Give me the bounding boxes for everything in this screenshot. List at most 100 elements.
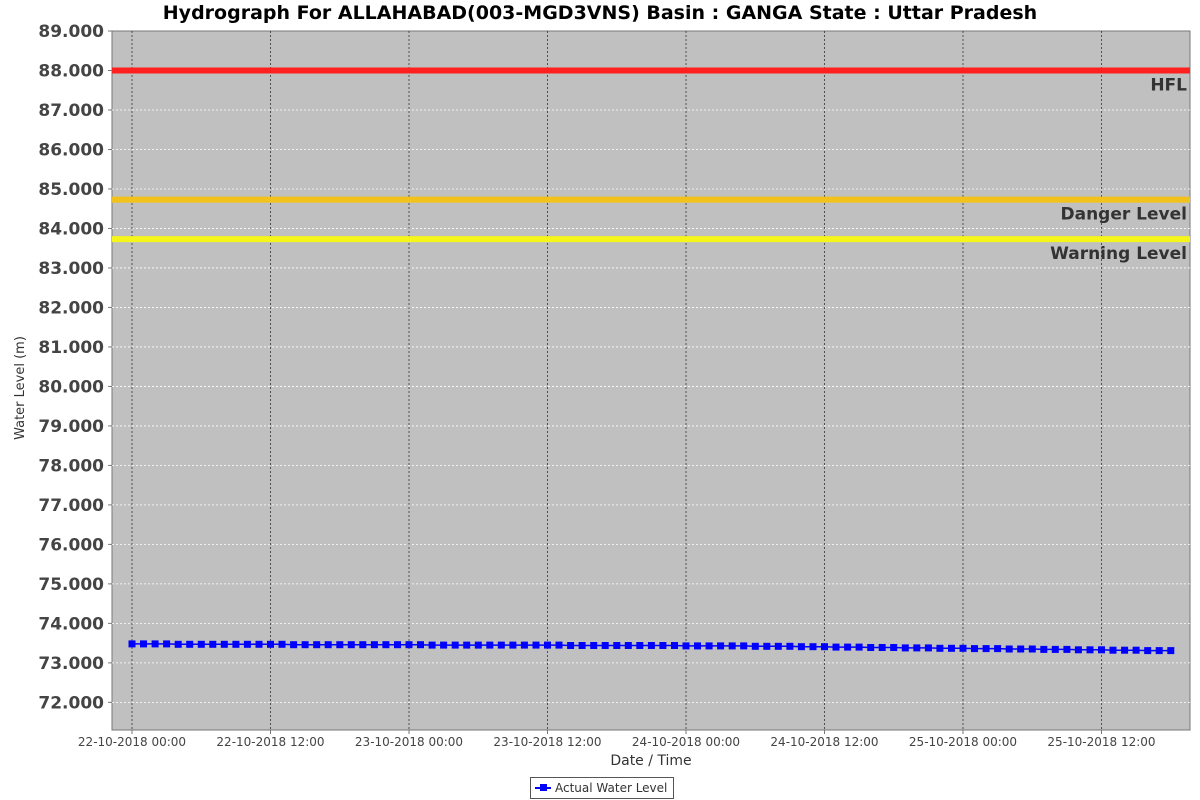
data-point <box>959 644 967 652</box>
data-point <box>913 644 921 652</box>
legend: Actual Water Level <box>530 777 675 799</box>
data-point <box>440 641 448 649</box>
data-point <box>797 643 805 651</box>
data-point <box>1121 646 1129 654</box>
y-tick-label: 83.000 <box>38 259 104 279</box>
data-point <box>717 642 725 650</box>
data-point <box>1167 647 1175 655</box>
data-point <box>567 642 575 649</box>
data-point <box>740 642 748 650</box>
data-point <box>1028 645 1036 653</box>
data-point <box>509 641 517 649</box>
data-point <box>948 644 955 652</box>
data-point <box>347 641 355 649</box>
data-point <box>243 640 251 648</box>
data-point <box>1074 646 1082 654</box>
data-point <box>1063 645 1071 653</box>
y-tick-label: 87.000 <box>38 101 104 121</box>
data-point <box>624 642 632 649</box>
y-tick-label: 72.000 <box>38 693 104 713</box>
y-tick-label: 88.000 <box>38 61 104 81</box>
data-point <box>751 642 759 650</box>
data-point <box>140 640 147 648</box>
data-point <box>809 643 817 651</box>
reference-lines: HFL Danger Level Warning Level <box>112 67 1190 264</box>
y-tick-label: 77.000 <box>38 496 104 516</box>
data-point <box>474 641 482 649</box>
data-point <box>486 641 494 649</box>
data-point <box>1040 645 1048 653</box>
warning-level-label: Warning Level <box>1050 244 1187 264</box>
series-layer <box>128 640 1175 655</box>
hfl-label: HFL <box>1150 75 1187 95</box>
data-point <box>1005 645 1013 653</box>
data-point <box>290 641 298 649</box>
data-point <box>209 640 217 648</box>
y-tick-label: 89.000 <box>38 22 104 42</box>
data-point <box>405 641 413 649</box>
data-point <box>197 640 205 648</box>
data-point <box>971 645 978 653</box>
data-point <box>313 641 321 649</box>
data-point <box>497 641 505 649</box>
y-tick-label: 80.000 <box>38 377 104 397</box>
data-point <box>578 642 586 649</box>
data-point <box>394 641 401 649</box>
legend-label: Actual Water Level <box>555 781 668 795</box>
plot-area <box>111 30 1191 731</box>
data-point <box>428 641 436 649</box>
data-point <box>682 642 690 650</box>
y-tick-label: 85.000 <box>38 180 104 200</box>
data-point <box>659 642 667 649</box>
data-point <box>994 645 1002 653</box>
data-point <box>417 641 424 649</box>
chart-title: Hydrograph For ALLAHABAD(003-MGD3VNS) Ba… <box>162 2 1038 24</box>
data-point <box>1132 646 1140 654</box>
data-point <box>532 641 540 649</box>
data-point <box>1017 645 1025 653</box>
data-point <box>590 642 598 649</box>
data-point <box>301 641 309 649</box>
x-axis-label: Date / Time <box>610 753 691 769</box>
data-point <box>1155 647 1163 655</box>
x-tick-label: 24-10-2018 00:00 <box>632 735 740 749</box>
data-point <box>728 642 736 650</box>
data-point <box>763 642 771 650</box>
y-axis: 72.000 73.000 74.000 75.000 76.000 77.000 78.0… <box>38 22 112 713</box>
x-tick-label: 25-10-2018 12:00 <box>1047 735 1155 749</box>
y-tick-label: 81.000 <box>38 338 104 358</box>
data-point <box>844 643 852 651</box>
data-point <box>1086 646 1094 654</box>
y-tick-label: 86.000 <box>38 140 104 160</box>
y-tick-label: 74.000 <box>38 614 104 634</box>
data-point <box>463 641 471 649</box>
data-point <box>232 640 240 648</box>
data-point <box>382 641 390 649</box>
y-axis-label: Water Level (m) <box>13 336 28 440</box>
legend-marker <box>535 783 551 793</box>
data-point <box>370 641 378 649</box>
data-point <box>647 642 655 649</box>
x-tick-label: 24-10-2018 12:00 <box>770 735 878 749</box>
data-point <box>821 643 828 651</box>
data-point <box>336 641 344 649</box>
data-point <box>220 640 228 648</box>
data-point <box>613 642 621 649</box>
data-point <box>163 640 171 648</box>
data-point <box>982 645 990 653</box>
data-point <box>694 642 701 650</box>
data-point <box>255 640 263 648</box>
data-point <box>901 644 909 652</box>
data-point <box>601 642 609 649</box>
data-point <box>890 644 898 651</box>
data-point <box>1051 645 1059 653</box>
data-point <box>705 642 713 650</box>
y-tick-label: 76.000 <box>38 535 104 555</box>
data-point <box>936 644 944 652</box>
data-point <box>786 642 794 650</box>
y-tick-label: 79.000 <box>38 417 104 437</box>
data-point <box>324 641 332 649</box>
data-point <box>636 642 644 649</box>
data-point <box>359 641 367 649</box>
